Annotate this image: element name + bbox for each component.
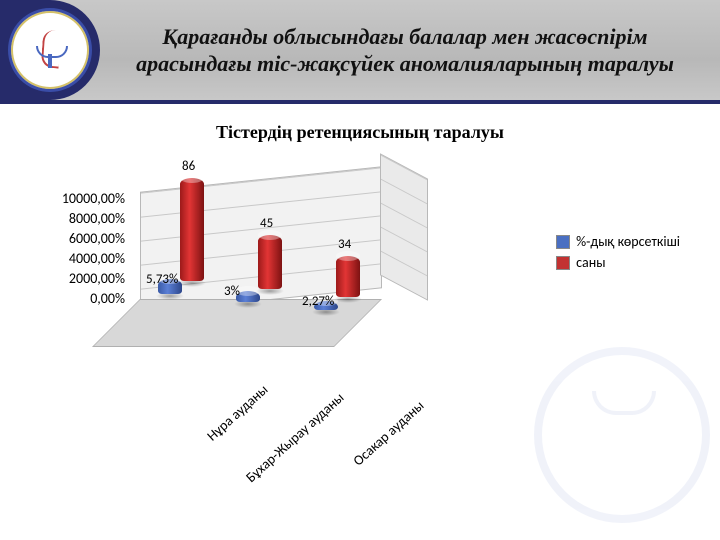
side-wall [380,153,428,301]
legend-item: %-дық көрсеткіші [556,233,680,250]
value-label: 2,27% [302,294,334,309]
legend: %-дық көрсеткіші саны [556,229,680,275]
legend-swatch-blue [556,235,570,249]
y-axis-labels: 10000,00% 8000,00% 6000,00% 4000,00% 200… [30,189,125,309]
value-label: 3% [224,284,240,299]
plot-3d: 5,73%863%452,27%34 [140,179,410,349]
chart-title: Тістердің ретенциясының таралуы [0,122,720,143]
accent-stripe [0,100,720,104]
legend-item: саны [556,254,680,271]
y-tick: 10000,00% [30,189,125,209]
value-label: 45 [260,216,273,231]
header-accent [0,0,100,100]
y-tick: 6000,00% [30,229,125,249]
legend-label: %-дық көрсеткіші [576,233,680,250]
y-tick: 0,00% [30,289,125,309]
header-bar: Қарағанды облысындағы балалар мен жасөсп… [0,0,720,100]
value-label: 5,73% [146,272,178,287]
y-tick: 8000,00% [30,209,125,229]
y-tick: 2000,00% [30,269,125,289]
y-tick: 4000,00% [30,249,125,269]
legend-swatch-red [556,256,570,270]
university-logo [8,8,92,92]
value-label: 86 [182,159,195,174]
value-label: 34 [338,237,351,252]
chart-area: 10000,00% 8000,00% 6000,00% 4000,00% 200… [0,149,720,529]
slide-title: Қарағанды облысындағы балалар мен жасөсп… [0,23,720,78]
legend-label: саны [576,254,605,271]
watermark-logo [534,347,710,523]
